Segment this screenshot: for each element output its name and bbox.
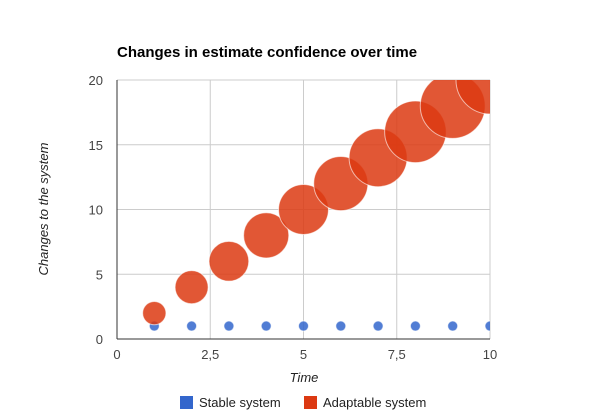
x-tick-label: 7,5: [388, 347, 406, 362]
x-tick-label: 0: [113, 347, 120, 362]
bubble-point[interactable]: [455, 46, 524, 115]
bubble-point[interactable]: [186, 320, 198, 332]
bubble-point[interactable]: [372, 320, 384, 332]
y-tick-label: 0: [96, 332, 103, 347]
bubble-point[interactable]: [142, 300, 167, 326]
y-tick-label: 15: [89, 138, 103, 153]
bubble-point[interactable]: [298, 320, 309, 332]
bubble-point[interactable]: [223, 320, 235, 332]
axes: [116, 80, 490, 340]
y-tick-label: 10: [89, 203, 103, 218]
x-tick-label: 2,5: [201, 347, 219, 362]
legend-swatch: [180, 396, 193, 409]
x-tick-label: 5: [300, 347, 307, 362]
legend-swatch: [304, 396, 317, 409]
bubble-point[interactable]: [278, 184, 329, 235]
tick-labels: 0 5 10 15 20 0 2,5 5 7,5 10: [89, 73, 498, 362]
bubble-point[interactable]: [260, 320, 272, 332]
bubble-point[interactable]: [484, 320, 495, 332]
y-tick-label: 5: [96, 267, 103, 282]
y-tick-label: 20: [89, 73, 103, 88]
legend-label[interactable]: Stable system: [199, 395, 281, 410]
bubble-point[interactable]: [409, 320, 421, 332]
bubble-point[interactable]: [208, 240, 250, 282]
y-axis-title: Changes to the system: [36, 142, 51, 275]
x-axis-title: Time: [290, 370, 319, 385]
x-tick-label: 10: [483, 347, 497, 362]
legend-label[interactable]: Adaptable system: [323, 395, 426, 410]
bubble-point[interactable]: [243, 212, 290, 259]
legend[interactable]: Stable system Adaptable system: [180, 395, 426, 410]
bubble-point[interactable]: [335, 320, 347, 332]
plot-area: [142, 46, 524, 332]
chart-title: Changes in estimate confidence over time: [117, 44, 417, 61]
bubble-point[interactable]: [174, 270, 209, 305]
bubble-point[interactable]: [447, 320, 459, 332]
